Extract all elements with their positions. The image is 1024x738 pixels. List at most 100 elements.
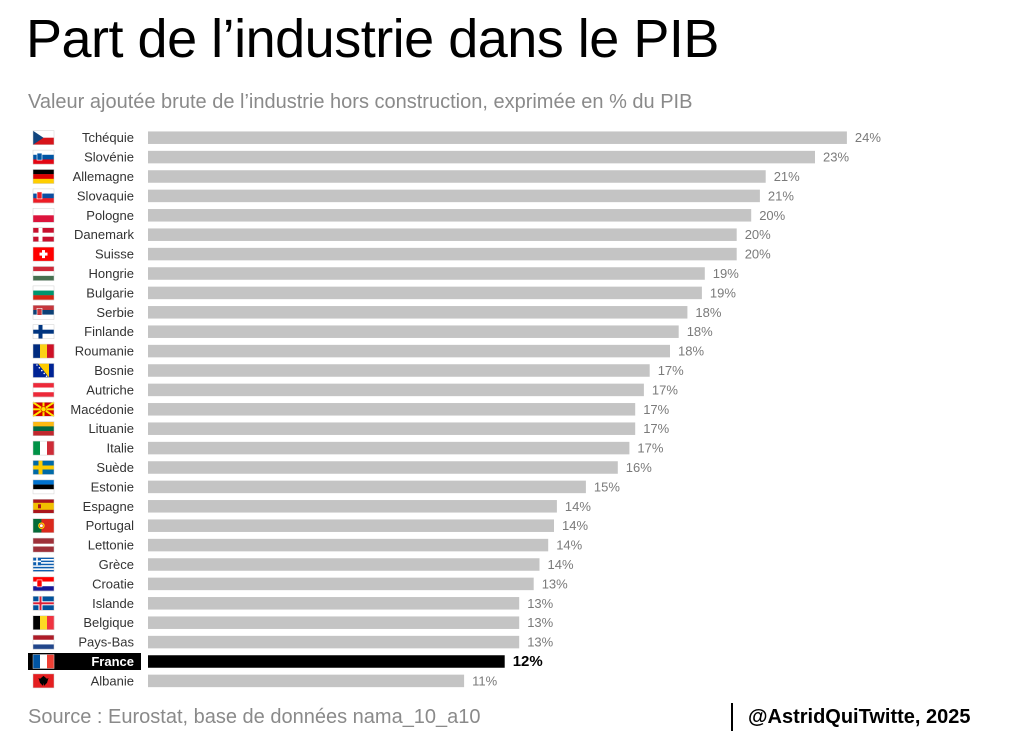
- bar-tchequie: [148, 131, 847, 144]
- flag-icon-bulgarie: [32, 285, 55, 301]
- category-label: Italie: [107, 441, 134, 456]
- value-label: 14%: [548, 557, 574, 572]
- category-label: Danemark: [74, 227, 134, 242]
- value-label: 17%: [637, 441, 663, 456]
- value-label: 20%: [745, 227, 771, 242]
- bar-croatie: [148, 577, 534, 591]
- value-label: 24%: [855, 130, 881, 145]
- flag-icon-lituanie: [32, 421, 55, 436]
- value-label: 20%: [745, 247, 771, 262]
- bar-allemagne: [148, 170, 766, 183]
- category-label: Estonie: [91, 479, 134, 494]
- category-label: Slovaquie: [77, 188, 134, 203]
- highlight-band-france: [28, 653, 141, 670]
- flag-icon-lettonie: [32, 537, 55, 553]
- value-label: 19%: [713, 266, 739, 281]
- bar-autriche: [148, 383, 644, 397]
- category-label: Slovénie: [84, 150, 134, 165]
- category-label: Hongrie: [88, 266, 134, 281]
- flag-icon-albanie: [32, 673, 55, 689]
- flag-icon-italie: [32, 440, 55, 456]
- category-label: Portugal: [86, 518, 135, 533]
- flag-icon-roumanie: [32, 343, 55, 359]
- bar-chart: Tchéquie 24% Slovénie 23% Allemagne 21% Slovaq…: [28, 130, 881, 689]
- value-label: 17%: [658, 363, 684, 378]
- bar-belgique: [148, 616, 520, 629]
- category-label: Pays-Bas: [78, 635, 134, 650]
- value-label: 13%: [527, 615, 553, 630]
- category-label: Belgique: [83, 615, 134, 630]
- value-label: 18%: [687, 324, 713, 339]
- bar-italie: [148, 441, 630, 455]
- value-label: 17%: [643, 421, 669, 436]
- bar-portugal: [148, 519, 554, 532]
- category-label: Grèce: [99, 557, 134, 572]
- bar-roumanie: [148, 344, 670, 358]
- bar-danemark: [148, 228, 737, 241]
- value-label: 17%: [652, 382, 678, 397]
- bar-macedonie: [148, 403, 636, 416]
- bar-bosnie: [148, 364, 650, 377]
- category-label: Finlande: [84, 324, 134, 339]
- category-label: Islande: [92, 596, 134, 611]
- category-label: Tchéquie: [82, 130, 134, 145]
- category-label: Croatie: [92, 576, 134, 591]
- flag-icon-suisse: [32, 246, 55, 262]
- value-label: 13%: [542, 576, 568, 591]
- flag-icon-hongrie: [32, 266, 55, 281]
- category-label: Serbie: [96, 305, 134, 320]
- author-credit: @AstridQuiTwitte, 2025: [748, 706, 971, 728]
- value-label: 23%: [823, 150, 849, 165]
- flag-icon-belgique: [32, 615, 55, 630]
- category-label: Macédonie: [70, 402, 134, 417]
- flag-icon-serbie: [32, 305, 55, 320]
- value-label: 20%: [759, 208, 785, 223]
- flag-icon-islande: [32, 596, 55, 611]
- value-label: 14%: [565, 499, 591, 514]
- flag-icon-espagne: [32, 499, 55, 514]
- bar-suede: [148, 461, 618, 474]
- value-label: 16%: [626, 460, 652, 475]
- bar-islande: [148, 597, 520, 610]
- value-label: 19%: [710, 285, 736, 300]
- bar-slovaquie: [148, 189, 760, 203]
- source-note: Source : Eurostat, base de données nama_…: [28, 706, 481, 728]
- flag-icon-autriche: [32, 382, 55, 398]
- bar-pays-bas: [148, 635, 520, 649]
- bar-bulgarie: [148, 286, 702, 300]
- flag-icon-croatie: [32, 576, 55, 592]
- category-label: Bosnie: [94, 363, 134, 378]
- value-label: 21%: [768, 188, 794, 203]
- bar-estonie: [148, 480, 586, 494]
- flag-icon-pays-bas: [32, 634, 55, 650]
- category-label: Suède: [96, 460, 134, 475]
- value-label: 12%: [513, 653, 543, 670]
- bar-finlande: [148, 325, 679, 338]
- flag-icon-bosnie: [32, 363, 55, 378]
- flag-icon-grece: [32, 557, 55, 572]
- flag-icon-slovenie: [32, 149, 55, 165]
- value-label: 14%: [562, 518, 588, 533]
- category-label: Albanie: [91, 673, 134, 688]
- page-title: Part de l’industrie dans le PIB: [26, 9, 719, 69]
- category-label: Lettonie: [88, 538, 134, 553]
- flag-icon-slovaquie: [32, 188, 55, 204]
- flag-icon-france: [32, 654, 55, 669]
- value-label: 14%: [556, 538, 582, 553]
- category-label: Espagne: [83, 499, 134, 514]
- value-label: 15%: [594, 479, 620, 494]
- flag-icon-finlande: [32, 324, 55, 339]
- bar-pologne: [148, 209, 752, 222]
- bar-espagne: [148, 500, 557, 513]
- category-label: Roumanie: [75, 344, 134, 359]
- category-label: France: [91, 654, 134, 669]
- bar-france: [148, 655, 505, 668]
- bar-grece: [148, 558, 540, 571]
- bar-albanie: [148, 674, 465, 688]
- category-label: Pologne: [86, 208, 134, 223]
- value-label: 13%: [527, 635, 553, 650]
- flag-icon-tchequie: [32, 130, 55, 145]
- bar-lituanie: [148, 422, 636, 435]
- value-label: 17%: [643, 402, 669, 417]
- bar-serbie: [148, 306, 688, 319]
